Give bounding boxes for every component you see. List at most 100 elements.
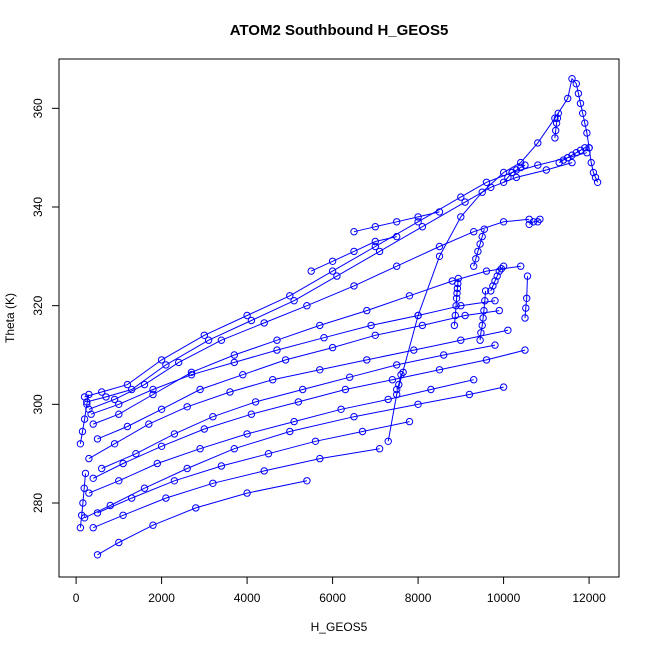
data-point <box>581 119 589 127</box>
data-point <box>316 321 324 330</box>
series-line <box>84 386 504 519</box>
data-point <box>554 109 562 118</box>
data-point <box>110 440 119 448</box>
data-series <box>476 287 490 344</box>
data-point <box>551 114 559 122</box>
data-point <box>243 430 251 438</box>
data-point <box>153 459 162 468</box>
data-point <box>230 358 239 367</box>
data-point <box>534 218 542 226</box>
data-point <box>581 144 589 152</box>
data-point <box>187 371 196 379</box>
data-point <box>576 99 585 108</box>
data-point <box>499 262 508 270</box>
data-point <box>517 262 525 270</box>
data-point <box>85 454 93 463</box>
data-point <box>115 477 123 485</box>
data-point <box>200 425 209 433</box>
series-line <box>97 480 308 556</box>
data-point <box>414 218 422 226</box>
data-point <box>341 385 350 394</box>
data-point <box>474 247 482 256</box>
data-point <box>196 385 204 394</box>
data-series <box>450 274 462 330</box>
data-point <box>85 489 93 497</box>
data-point <box>281 356 290 364</box>
data-point <box>76 440 85 448</box>
y-axis: 280 300 320 340 360 <box>31 98 60 513</box>
data-point <box>303 302 311 310</box>
data-point <box>552 119 561 127</box>
data-point <box>149 385 157 394</box>
data-series <box>80 149 591 401</box>
data-point <box>465 390 474 399</box>
data-point <box>536 215 544 224</box>
data-point <box>157 442 166 450</box>
data-point <box>358 427 367 436</box>
series-line <box>558 147 590 164</box>
data-point <box>593 178 602 187</box>
data-point <box>132 450 140 458</box>
data-point <box>384 395 392 404</box>
data-point <box>204 336 213 344</box>
data-point <box>405 417 414 426</box>
data-point <box>269 376 277 384</box>
data-point <box>200 331 209 339</box>
data-point <box>480 225 488 233</box>
data-series <box>555 144 593 167</box>
data-point <box>452 302 460 310</box>
data-point <box>399 368 407 376</box>
data-point <box>260 467 268 475</box>
plot-frame <box>58 58 620 578</box>
data-point <box>183 403 191 411</box>
data-point <box>76 524 85 532</box>
data-point <box>523 272 532 280</box>
data-point <box>192 504 200 512</box>
data-point <box>290 417 298 426</box>
x-tick-label: 10000 <box>487 591 521 605</box>
series-line <box>503 164 526 183</box>
data-point <box>568 75 576 83</box>
series-line <box>453 278 459 326</box>
data-series <box>80 383 508 522</box>
data-point <box>87 410 95 418</box>
data-series <box>525 215 544 229</box>
data-point <box>521 346 529 354</box>
data-point <box>572 149 580 157</box>
data-point <box>247 316 256 325</box>
data-point <box>457 336 465 344</box>
data-point <box>589 168 598 177</box>
data-point <box>525 220 533 229</box>
data-point <box>85 390 93 399</box>
data-point <box>499 218 508 226</box>
data-point <box>316 454 324 463</box>
data-point <box>286 427 294 436</box>
data-point <box>476 240 484 248</box>
data-point <box>384 437 392 445</box>
series-line <box>86 162 573 403</box>
data-series <box>98 341 499 473</box>
data-series <box>350 208 444 236</box>
data-point <box>525 215 533 224</box>
data-point <box>149 521 157 529</box>
series-line <box>396 371 404 390</box>
y-tick-label: 340 <box>31 197 45 217</box>
data-point <box>290 297 298 305</box>
series-line <box>92 349 526 479</box>
y-tick-label: 300 <box>31 394 45 414</box>
data-point <box>435 242 444 251</box>
data-point <box>435 366 444 374</box>
data-point <box>78 427 87 436</box>
data-point <box>491 297 499 305</box>
data-point <box>482 356 491 364</box>
data-point <box>491 277 499 285</box>
data-point <box>453 289 461 297</box>
data-point <box>371 237 379 246</box>
data-point <box>521 161 529 169</box>
plot-area <box>76 75 602 559</box>
data-point <box>461 311 469 320</box>
data-point <box>534 161 542 169</box>
data-series <box>551 109 562 142</box>
data-point <box>512 166 521 174</box>
y-axis-label: Theta (K) <box>3 293 17 343</box>
